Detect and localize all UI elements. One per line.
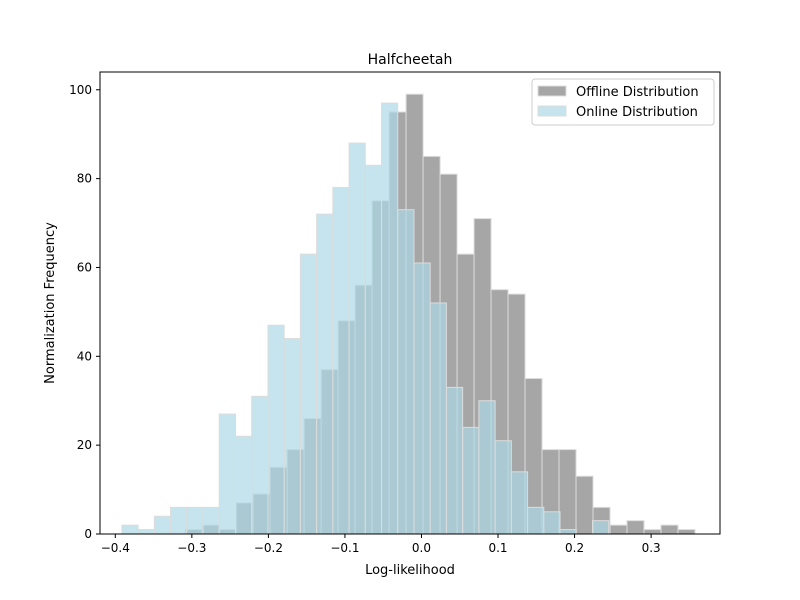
bar-series-1-23 [558, 449, 577, 535]
bar-series-2-2 [137, 529, 155, 535]
bar-series-2-16 [364, 164, 383, 535]
bar-series-2-7 [218, 413, 236, 535]
bar-series-1-26 [609, 524, 628, 535]
chart-title: Halfcheetah [368, 52, 453, 68]
bar-series-2-8 [234, 435, 253, 535]
legend-box [531, 78, 715, 126]
x-axis-label: Log-likelihood [365, 563, 455, 578]
y-tick-label: 100 [69, 83, 92, 97]
bar-series-2-27 [543, 511, 561, 535]
y-tick-label: 40 [77, 349, 92, 363]
bar-series-1-30 [677, 529, 696, 535]
x-tick-label: −0.1 [330, 541, 359, 555]
plot-frame [99, 71, 721, 535]
x-tick-label: 0.0 [412, 541, 431, 555]
legend: Offline Distribution Online Distribution [531, 78, 715, 126]
y-axis: 0 20 40 60 80 100 [69, 83, 100, 541]
legend-label-1: Offline Distribution [576, 85, 699, 100]
bar-series-2-21 [445, 386, 464, 535]
bar-series-2-24 [494, 440, 512, 535]
y-tick-label: 0 [84, 527, 92, 541]
bar-series-2-19 [413, 262, 431, 535]
bar-series-2-11 [283, 338, 301, 535]
bar-series-2-3 [153, 515, 172, 535]
bar-series-1-24 [575, 475, 594, 535]
bar-series-2-20 [429, 302, 447, 535]
legend-swatch-2 [537, 105, 567, 117]
y-axis-label: Normalization Frequency [43, 222, 58, 384]
bar-series-2-1 [121, 524, 139, 535]
x-tick-label: 0.2 [565, 541, 584, 555]
bar-series-2-12 [299, 253, 318, 535]
bar-series-2-23 [478, 400, 496, 535]
y-tick-label: 80 [77, 172, 92, 186]
bar-series-2-18 [397, 209, 415, 535]
y-tick-label: 60 [77, 260, 92, 274]
bar-series-1-27 [626, 520, 645, 535]
x-tick-label: −0.3 [177, 541, 206, 555]
bar-series-2-28 [559, 529, 577, 535]
x-tick-label: −0.2 [254, 541, 283, 555]
bar-series-2-4 [170, 506, 188, 535]
legend-swatch-1 [537, 85, 567, 97]
bar-series-2-22 [462, 426, 480, 535]
x-tick-label: 0.3 [642, 541, 661, 555]
bar-series-2-15 [348, 142, 366, 535]
bar-series-1-29 [660, 524, 679, 535]
bar-series-2-30 [591, 520, 610, 535]
bar-series-2-26 [527, 506, 545, 535]
bar-series-2-25 [510, 471, 529, 535]
bar-series-2-5 [186, 506, 204, 535]
x-axis: −0.4 −0.3 −0.2 −0.1 0.0 0.1 0.2 0.3 [101, 534, 661, 555]
bar-series-2-9 [251, 395, 269, 535]
legend-label-2: Online Distribution [576, 105, 698, 120]
x-tick-label: 0.1 [488, 541, 507, 555]
y-tick-label: 20 [77, 438, 92, 452]
bar-series-2-6 [202, 506, 220, 535]
bars-layer [121, 93, 696, 535]
bar-series-1-28 [643, 529, 662, 535]
x-tick-label: −0.4 [101, 541, 130, 555]
bar-series-2-10 [267, 324, 285, 535]
bar-series-2-14 [332, 187, 350, 535]
bar-series-2-13 [316, 213, 334, 535]
bar-series-2-17 [381, 102, 399, 535]
